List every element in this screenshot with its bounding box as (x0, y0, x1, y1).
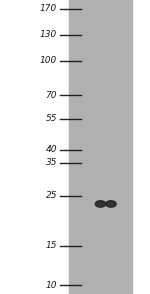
Text: 10: 10 (45, 281, 57, 290)
Text: 100: 100 (40, 56, 57, 65)
Text: 130: 130 (40, 31, 57, 39)
Ellipse shape (95, 201, 106, 207)
Ellipse shape (106, 201, 116, 207)
Text: 70: 70 (45, 91, 57, 100)
Text: 35: 35 (45, 158, 57, 168)
Text: 40: 40 (45, 146, 57, 154)
Text: 15: 15 (45, 241, 57, 250)
Text: 55: 55 (45, 114, 57, 123)
Bar (69, 0, 132, 294)
Text: 25: 25 (45, 191, 57, 200)
Text: 170: 170 (40, 4, 57, 13)
